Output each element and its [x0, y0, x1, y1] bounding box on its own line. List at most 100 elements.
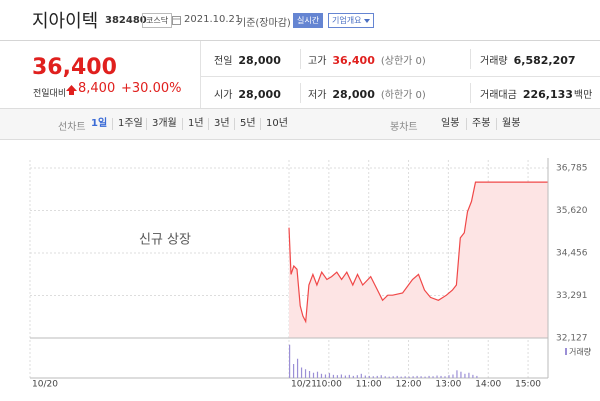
stat-value: 6,582,207: [513, 54, 576, 67]
volume-bar: [356, 375, 358, 378]
volume-bar: [416, 375, 418, 378]
volume-bar: [328, 373, 331, 378]
y-tick-label: 33,291: [556, 291, 588, 301]
period-tab[interactable]: 10년: [260, 118, 293, 130]
volume-bar: [404, 376, 406, 378]
x-tick-label: 10/20: [32, 380, 58, 390]
realtime-tag[interactable]: 실시간: [293, 13, 324, 28]
volume-bar: [296, 358, 299, 378]
stat: 고가 36,400 (상한가 0): [308, 52, 426, 67]
x-tick-label: 14:00: [475, 380, 501, 390]
stat-label: 거래량: [480, 56, 508, 67]
period-tab[interactable]: 1주일: [112, 118, 148, 130]
dropdown-icon: [364, 19, 371, 23]
volume-bar: [436, 375, 438, 378]
stat-label: 고가: [308, 56, 327, 67]
annotation: 신규 상장: [139, 233, 191, 248]
period-tab[interactable]: 5년: [234, 118, 261, 130]
period-tab[interactable]: 3개월: [146, 118, 182, 130]
volume-bar: [360, 373, 362, 378]
divider: [300, 49, 301, 69]
volume-bar: [424, 376, 426, 378]
stat-value: 28,000: [332, 88, 375, 101]
volume-bar: [324, 374, 327, 378]
stat: 거래량 6,582,207: [480, 52, 576, 67]
volume-bar: [289, 344, 291, 378]
period-tab[interactable]: 1일: [91, 118, 108, 129]
x-tick-label: 13:00: [435, 380, 461, 390]
volume-bar: [372, 376, 374, 378]
volume-bar: [476, 375, 478, 378]
volume-bar: [352, 375, 354, 378]
stock-code: 382480: [105, 15, 147, 26]
tab-label: 선차트: [58, 122, 86, 133]
stat-note: (하한가 0): [380, 90, 426, 101]
volume-bar: [332, 374, 335, 378]
row-divider: [200, 76, 600, 77]
volume-bar: [308, 371, 311, 378]
divider: [300, 83, 301, 103]
y-tick-label: 34,456: [556, 249, 588, 259]
stat-label: 시가: [214, 90, 233, 101]
volume-bar: [340, 374, 342, 378]
volume-bar: [384, 376, 386, 378]
stock-name: 지아이텍: [32, 11, 99, 32]
stat-label: 거래대금: [480, 90, 517, 101]
stat-unit: 백만: [573, 90, 593, 101]
date-basis: 기준(장마감): [237, 18, 291, 29]
stat: 저가 28,000 (하한가 0): [308, 86, 426, 101]
overview-button[interactable]: 기업개요: [328, 13, 375, 28]
divider: [200, 41, 201, 108]
volume-bar: [456, 370, 458, 378]
divider: [470, 83, 471, 103]
volume-bar: [336, 375, 339, 378]
volume-bar: [448, 375, 450, 378]
volume-bar: [460, 371, 462, 378]
stat-value: 36,400: [332, 54, 375, 67]
volume-bar: [368, 375, 370, 378]
stat-label: 저가: [308, 90, 327, 101]
volume-bar: [400, 376, 402, 378]
stat-value: 28,000: [238, 88, 281, 101]
period-tab[interactable]: 1년: [182, 118, 209, 130]
volume-bar: [380, 375, 382, 378]
price-line: [288, 181, 548, 324]
legend-swatch: [565, 348, 567, 355]
y-tick-label: 32,127: [556, 334, 588, 344]
candle-tab[interactable]: 주봉: [466, 118, 495, 130]
volume-bar: [392, 376, 394, 378]
volume-bar: [300, 367, 303, 378]
volume-bar: [444, 376, 446, 378]
volume-bar: [304, 369, 307, 378]
chart-tabs: 선차트 1일 1주일 3개월 1년 3년 5년 10년 봉차트 일봉 주봉 월봉: [0, 108, 600, 140]
divider: [470, 49, 471, 69]
volume-bar: [292, 364, 295, 378]
stat: 시가 28,000: [214, 86, 281, 101]
volume-bar: [440, 375, 442, 378]
x-tick-label: 15:00: [515, 380, 541, 390]
volume-bar: [428, 375, 430, 378]
candle-tab[interactable]: 일봉: [441, 118, 460, 129]
stat: 전일 28,000: [214, 52, 281, 67]
change-label: 전일대비: [33, 89, 67, 99]
legend-label: 거래량: [569, 347, 592, 357]
x-tick-label: 10/21: [291, 380, 317, 390]
tab-label: 봉차트: [390, 122, 418, 133]
volume-bar: [408, 376, 410, 378]
y-tick-label: 36,785: [556, 164, 588, 174]
up-icon: [66, 85, 77, 95]
date: 2021.10.21: [184, 14, 242, 25]
volume-bar: [468, 372, 470, 378]
volume-bar: [320, 373, 323, 378]
volume-bar: [376, 375, 378, 378]
change-percent: +30.00%: [121, 81, 182, 96]
period-tab[interactable]: 3년: [208, 118, 235, 130]
volume-bar: [312, 372, 315, 378]
x-tick-label: 12:00: [396, 380, 422, 390]
volume-bar: [432, 376, 434, 378]
market-tag: 코스닥: [142, 13, 173, 28]
candle-tab[interactable]: 월봉: [496, 118, 525, 130]
volume-bar: [348, 374, 350, 378]
header-divider: [0, 40, 600, 41]
